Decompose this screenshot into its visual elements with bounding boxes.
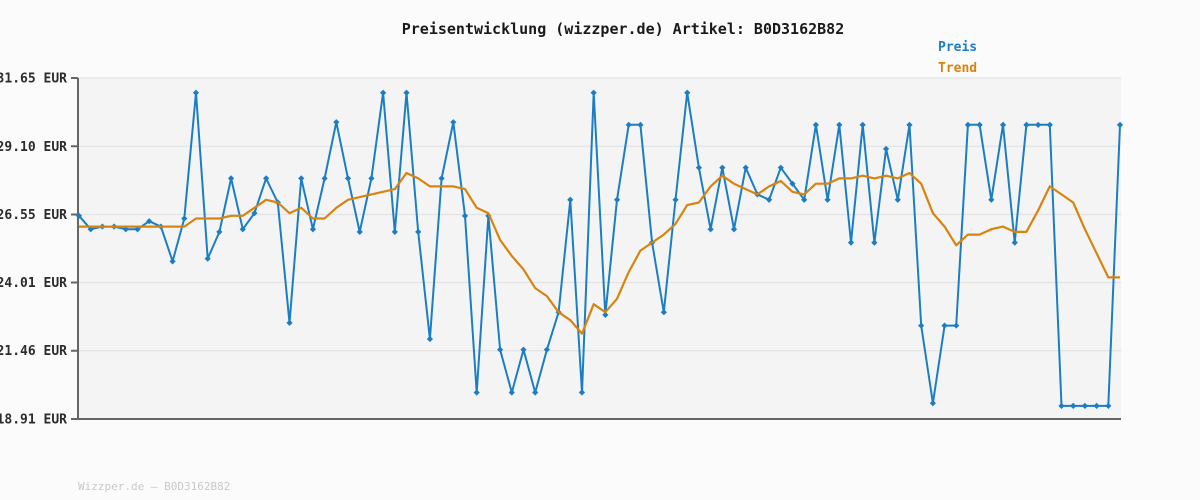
price-point-marker [1081, 402, 1089, 409]
price-point-marker [1023, 121, 1030, 128]
price-point-marker [508, 389, 515, 396]
price-point-marker [169, 258, 176, 265]
price-point-marker [298, 175, 305, 182]
y-tick-label: 21.46 EUR [0, 344, 67, 359]
price-point-marker [403, 89, 410, 96]
price-point-marker [1046, 121, 1053, 128]
price-point-marker [695, 164, 703, 171]
price-point-marker [415, 228, 422, 236]
legend-trend-label: Trend [938, 61, 977, 76]
price-point-marker [227, 175, 235, 182]
price-point-marker [578, 389, 586, 396]
y-tick-label: 18.91 EUR [0, 413, 67, 428]
price-point-marker [730, 226, 738, 233]
price-point-marker [309, 226, 317, 233]
price-point-marker [1070, 402, 1077, 409]
price-point-marker [496, 346, 504, 353]
price-point-marker [812, 121, 819, 128]
price-point-marker [906, 121, 913, 128]
price-point-marker [239, 226, 246, 233]
price-point-marker [801, 196, 808, 203]
price-point-marker [1093, 402, 1100, 409]
price-point-marker [263, 175, 270, 182]
price-point-marker [192, 89, 200, 96]
price-point-marker [836, 121, 843, 128]
price-point-marker [660, 309, 667, 316]
chart-title: Preisentwicklung (wizzper.de) Artikel: B… [402, 20, 845, 38]
price-point-marker [918, 322, 925, 329]
trend-line [79, 171, 1120, 335]
price-point-marker [590, 89, 597, 96]
price-point-marker [461, 212, 469, 219]
y-tick-label: 31.65 EUR [0, 72, 67, 87]
price-point-marker [321, 175, 328, 182]
price-point-marker [742, 164, 749, 171]
price-point-marker [356, 228, 363, 236]
axis-spines [77, 78, 1121, 420]
price-point-marker [368, 175, 375, 182]
price-point-marker [859, 121, 866, 128]
y-tick-label: 29.10 EUR [0, 140, 67, 155]
price-point-marker [391, 228, 398, 236]
price-point-marker [941, 322, 948, 329]
price-point-marker [672, 196, 679, 203]
legend-preis-label: Preis [938, 40, 977, 55]
price-point-marker [976, 121, 983, 128]
price-point-marker [602, 311, 609, 318]
data-series [75, 89, 1124, 409]
price-point-marker [953, 322, 960, 329]
price-point-marker [789, 180, 796, 187]
price-point-marker [637, 121, 644, 128]
price-point-marker [251, 210, 258, 217]
price-point-marker [766, 196, 773, 203]
price-point-marker [1105, 402, 1112, 409]
plot-area [78, 78, 1121, 419]
price-point-marker [882, 145, 890, 153]
price-point-marker [719, 164, 726, 171]
price-point-marker [426, 335, 433, 343]
price-point-marker [473, 389, 480, 396]
price-point-marker [567, 196, 574, 203]
price-point-marker [450, 119, 457, 126]
price-point-marker [286, 319, 293, 327]
y-axis-tick-marks [71, 77, 78, 420]
price-point-marker [871, 239, 878, 246]
price-point-marker [613, 196, 621, 203]
price-point-marker [707, 226, 714, 233]
price-point-marker [1058, 402, 1065, 409]
price-point-marker [380, 89, 387, 96]
price-point-marker [1011, 239, 1018, 246]
price-point-marker [532, 389, 539, 396]
price-point-marker [894, 196, 901, 203]
price-point-marker [964, 121, 972, 128]
price-point-marker [520, 346, 527, 353]
price-point-marker [75, 212, 83, 219]
price-point-marker [929, 400, 936, 407]
price-point-marker [684, 89, 691, 96]
price-point-marker [999, 121, 1007, 128]
price-point-marker [1116, 121, 1124, 128]
price-point-marker [181, 215, 188, 222]
price-point-marker [543, 346, 550, 353]
price-point-marker [216, 228, 223, 236]
price-point-marker [824, 196, 831, 203]
price-point-marker [204, 255, 211, 262]
price-point-marker [146, 218, 153, 225]
y-tick-label: 26.55 EUR [0, 208, 67, 223]
price-point-marker [988, 196, 995, 203]
price-point-marker [1035, 121, 1042, 128]
y-tick-label: 24.01 EUR [0, 276, 67, 291]
price-point-marker [344, 175, 352, 182]
watermark: Wizzper.de — B0D3162B82 [78, 480, 230, 493]
price-point-marker [625, 121, 632, 128]
price-point-marker [777, 164, 784, 171]
price-point-marker [333, 119, 340, 126]
y-axis-tick-labels: 31.65 EUR 29.10 EUR 26.55 EUR 24.01 EUR 21.4… [0, 72, 67, 428]
price-point-marker [847, 239, 855, 246]
price-point-marker [438, 175, 445, 182]
